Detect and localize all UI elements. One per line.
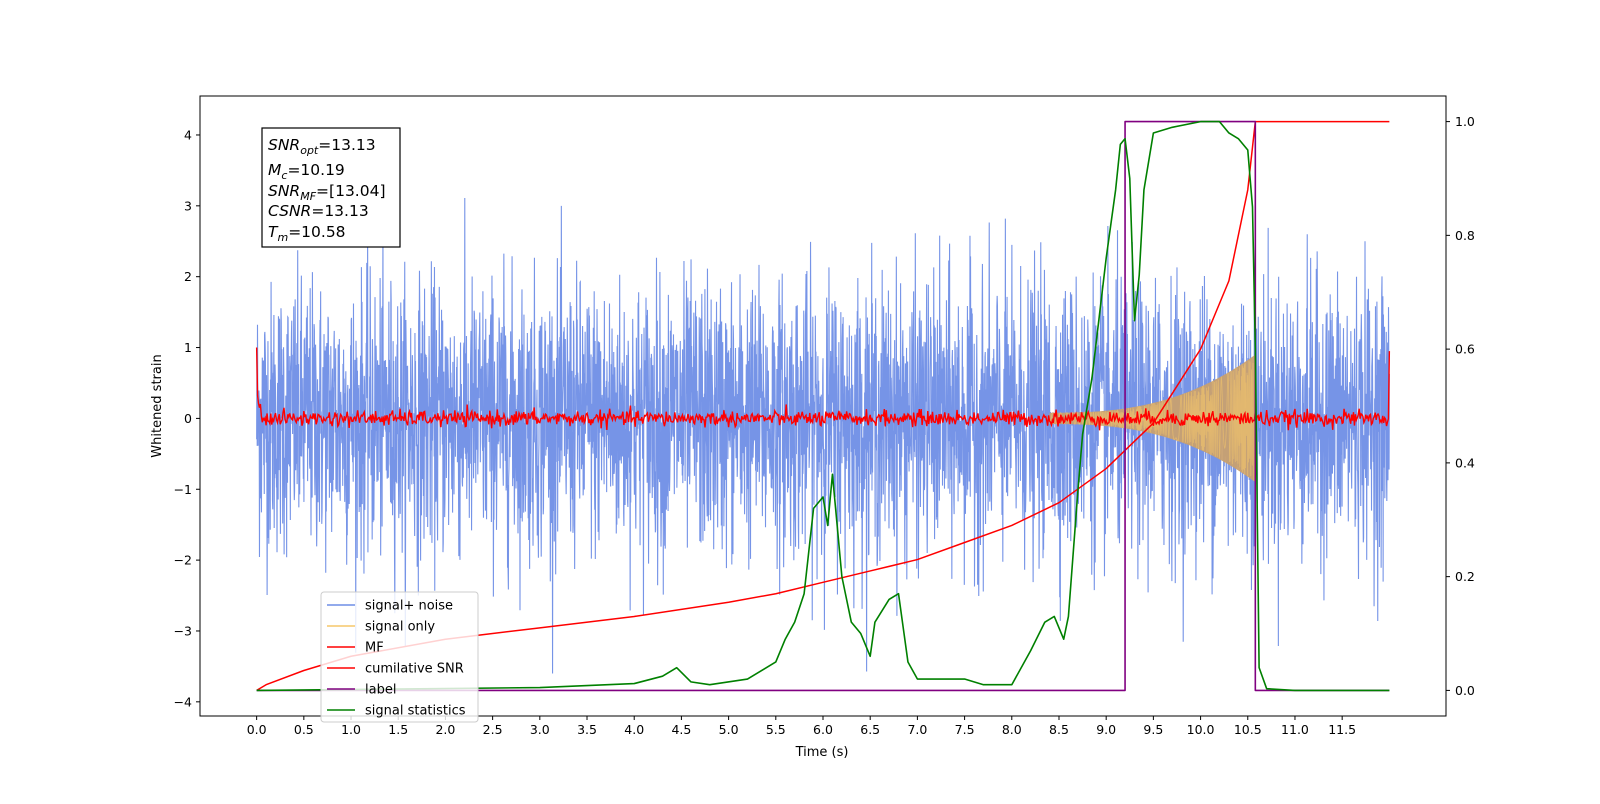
y2-tick-label: 0.4 [1455,455,1475,470]
y-axis-right: 1.0 0.8 0.6 0.4 0.2 0.0 [1446,114,1475,698]
svg-text:signal only: signal only [365,620,435,635]
x-axis: 0.0 0.5 1.0 1.5 2.0 2.5 3.0 3.5 4.0 4.5 5.0 5.5 6.0 6… [247,716,1356,737]
x-tick-label: 0.5 [294,722,314,737]
series-line-mf [255,347,1391,431]
x-tick-label: 1.0 [341,722,361,737]
x-axis-label: Time (s) [795,745,849,760]
y-tick-label: −2 [174,553,192,568]
y2-tick-label: 0.6 [1455,342,1475,357]
legend-item-signal-noise: signal+ noise [327,599,453,614]
y2-tick-label: 0.8 [1455,228,1475,243]
y-tick-label: 4 [184,127,192,142]
y-tick-label: 2 [184,269,192,284]
x-tick-label: 2.5 [483,722,503,737]
x-tick-label: 2.0 [435,722,455,737]
x-tick-label: 5.5 [766,722,786,737]
annotation-line-snr-mf: SNRMF=[13.04] [268,182,386,203]
x-tick-label: 11.0 [1281,722,1309,737]
legend-item-label: label [327,683,396,698]
annotation-line-mc: Mc=10.19 [268,161,345,182]
x-tick-label: 7.5 [955,722,975,737]
annotation-line-csnr: CSNR=13.13 [268,202,369,220]
legend: signal+ noise signal only MF cumilative … [320,591,479,723]
x-tick-label: 6.5 [860,722,880,737]
legend-item-mf: MF [327,641,384,656]
svg-text:MF: MF [365,641,384,656]
x-tick-label: 8.5 [1049,722,1069,737]
x-tick-label: 3.5 [577,722,597,737]
y-tick-label: −3 [174,623,192,638]
annotation-line-snr-opt: SNRopt=13.13 [268,136,376,157]
y-tick-label: 1 [184,340,192,355]
x-tick-label: 9.5 [1143,722,1163,737]
x-tick-label: 1.5 [388,722,408,737]
x-tick-label: 8.0 [1002,722,1022,737]
series-line-signal-statistics [256,120,1390,692]
x-tick-label: 0.0 [247,722,267,737]
y-tick-label: −1 [174,482,192,497]
legend-item-cumulative-snr: cumilative SNR [327,662,464,677]
y2-tick-label: 1.0 [1455,114,1475,129]
x-tick-label: 11.5 [1328,722,1356,737]
x-tick-label: 10.5 [1234,722,1262,737]
x-tick-label: 6.0 [813,722,833,737]
legend-item-signal-statistics: signal statistics [327,704,466,719]
x-tick-label: 5.0 [719,722,739,737]
y-tick-label: 3 [184,198,192,213]
y-tick-label: 0 [184,411,192,426]
annotation-line-tm: Tm=10.58 [268,223,346,244]
x-tick-label: 10.0 [1187,722,1215,737]
svg-text:cumilative SNR: cumilative SNR [365,662,464,677]
svg-text:label: label [365,683,396,698]
x-tick-label: 9.0 [1096,722,1116,737]
svg-text:signal+ noise: signal+ noise [365,599,453,614]
y-axis-label: Whitened strain [150,354,165,457]
y2-tick-label: 0.2 [1455,569,1475,584]
svg-text:signal statistics: signal statistics [365,704,466,719]
x-tick-label: 7.0 [907,722,927,737]
snr-annotation-box: SNRopt=13.13 Mc=10.19 SNRMF=[13.04] CSNR… [261,127,401,248]
y-tick-label: −4 [174,694,192,709]
y2-tick-label: 0.0 [1455,683,1475,698]
x-tick-label: 4.0 [624,722,644,737]
legend-item-signal-only: signal only [327,620,435,635]
y-axis-left: 4 3 2 1 0 −1 −2 −3 −4 [174,127,200,709]
x-tick-label: 3.0 [530,722,550,737]
series-line-label [256,120,1390,692]
x-tick-label: 4.5 [671,722,691,737]
